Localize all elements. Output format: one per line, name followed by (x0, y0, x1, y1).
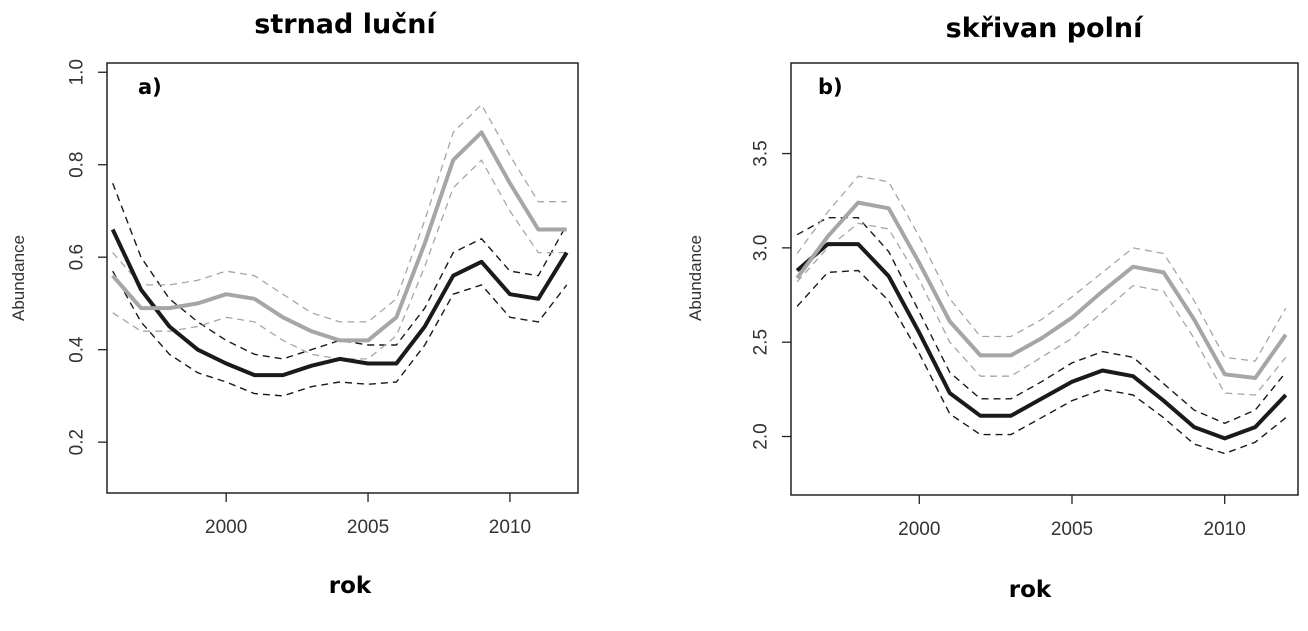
confidence-band-line (112, 103, 567, 323)
chart-title: strnad luční (254, 9, 437, 40)
y-tick-label: 2.0 (751, 423, 772, 449)
y-tick-label: 0.4 (67, 336, 88, 363)
x-tick-label: 2005 (347, 517, 389, 538)
series-line (111, 130, 567, 343)
plot-frame (790, 62, 1299, 496)
x-tick-label: 2010 (1204, 519, 1246, 540)
x-axis: 2000 2005 2010 (205, 493, 531, 538)
y-tick-label: 0.6 (67, 244, 88, 270)
y-axis: 2.0 2.5 3.0 3.5 (751, 140, 791, 450)
confidence-band-line (796, 175, 1287, 362)
chart-panel-b: skřivan polní b) Abundance rok 2.0 2.5 3.0… (686, 13, 1299, 603)
chart-title: skřivan polní (946, 13, 1144, 44)
x-tick-label: 2000 (205, 517, 247, 538)
y-axis: 0.2 0.4 0.6 0.8 1.0 (67, 59, 107, 455)
panel-label: a) (138, 75, 162, 99)
x-axis-label: rok (1009, 577, 1052, 603)
confidence-band-line (112, 159, 567, 360)
series-line (795, 200, 1288, 380)
panel-label: b) (818, 75, 843, 99)
y-tick-label: 1.0 (67, 59, 88, 85)
confidence-band-line (796, 216, 1287, 424)
x-axis: 2000 2005 2010 (898, 495, 1246, 540)
plot-frame (106, 62, 579, 494)
chart-panel-a: strnad luční a) Abundance rok 0.20.40.60… (9, 9, 579, 599)
series-group (795, 175, 1288, 455)
series-line (795, 242, 1288, 441)
x-tick-label: 2005 (1051, 519, 1093, 540)
x-tick-label: 2000 (898, 519, 940, 540)
series-line (110, 228, 569, 378)
confidence-band-line (796, 269, 1287, 455)
y-tick-label: 3.5 (751, 140, 772, 166)
series-group (110, 103, 569, 397)
y-axis-label: Abundance (9, 235, 28, 321)
confidence-band-line (796, 222, 1287, 396)
x-axis-label: rok (329, 573, 372, 599)
y-tick-label: 3.0 (751, 235, 772, 261)
confidence-band-line (112, 182, 568, 360)
y-axis-label: Abundance (686, 235, 705, 321)
x-tick-label: 2010 (489, 517, 531, 538)
y-tick-label: 2.5 (751, 329, 772, 355)
y-tick-label: 0.2 (67, 429, 88, 455)
y-tick-label: 0.8 (67, 152, 88, 178)
confidence-band-line (112, 270, 568, 397)
